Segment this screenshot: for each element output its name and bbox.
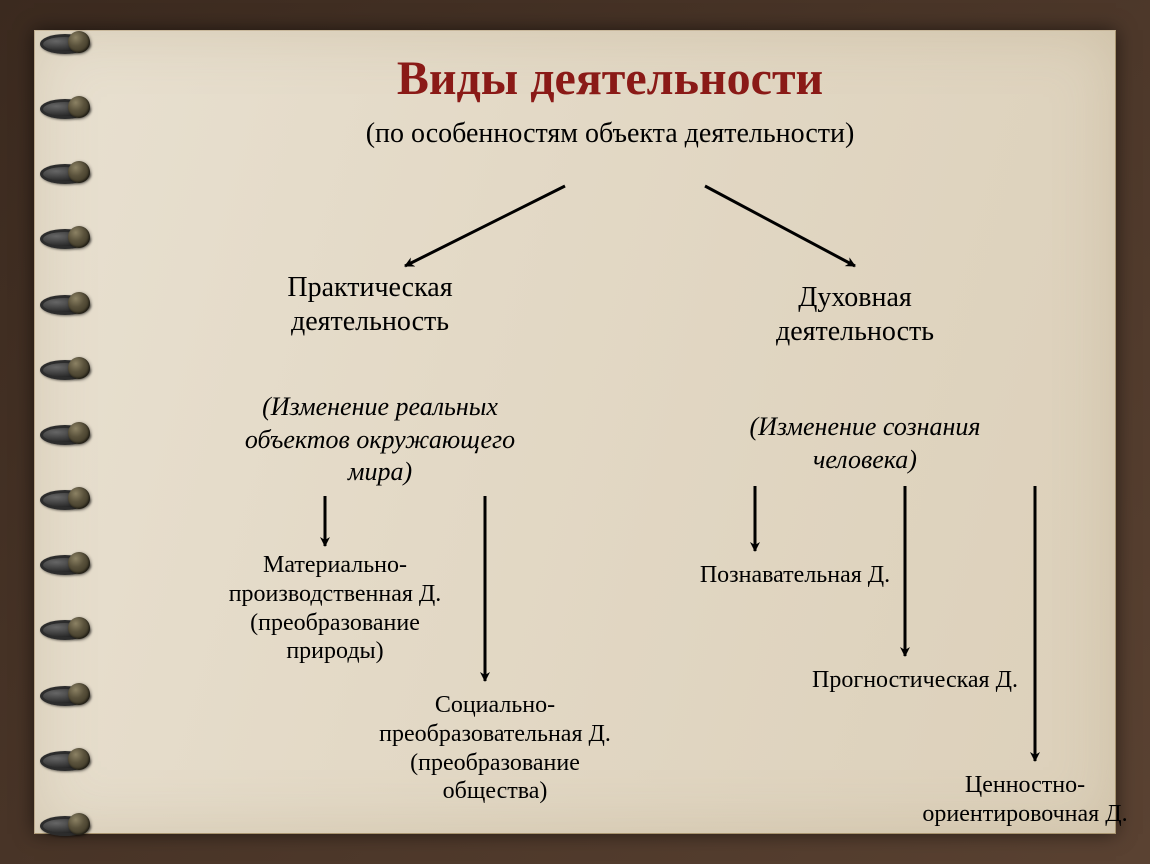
left-branch-desc-line3: мира) bbox=[348, 457, 412, 486]
diagram-subtitle: (по особенностям объекта деятельности) bbox=[135, 118, 1085, 150]
binding-ring bbox=[40, 551, 96, 573]
binding-ring bbox=[40, 682, 96, 704]
leaf-material-line1: Материально- bbox=[263, 552, 407, 578]
leaf-social: Социально- преобразовательная Д. (преобр… bbox=[345, 691, 645, 806]
leaf-cognitive-text: Познавательная Д. bbox=[700, 562, 890, 588]
right-branch-desc: (Изменение сознания человека) bbox=[675, 411, 1055, 476]
right-branch-heading-line2: деятельность bbox=[776, 316, 934, 347]
right-branch-heading-line1: Духовная bbox=[798, 282, 912, 313]
binding-ring bbox=[40, 356, 96, 378]
binding-ring bbox=[40, 291, 96, 313]
left-branch-heading: Практическая деятельность bbox=[195, 271, 545, 338]
binding-ring bbox=[40, 812, 96, 834]
leaf-material-line3: (преобразование bbox=[250, 610, 420, 636]
leaf-social-line2: преобразовательная Д. bbox=[379, 721, 611, 747]
paper-background: Виды деятельности (по особенностям объек… bbox=[34, 30, 1116, 834]
leaf-value: Ценностно- ориентировочная Д. bbox=[875, 771, 1150, 829]
binding-ring bbox=[40, 616, 96, 638]
arrow-subtitle-to-right-branch bbox=[705, 186, 855, 266]
binding-ring bbox=[40, 486, 96, 508]
leaf-social-line4: общества) bbox=[443, 778, 548, 804]
leaf-prognostic-text: Прогностическая Д. bbox=[812, 667, 1018, 693]
leaf-social-line1: Социально- bbox=[435, 692, 555, 718]
spiral-binding bbox=[40, 30, 100, 834]
right-branch-desc-line1: (Изменение сознания bbox=[749, 412, 980, 441]
diagram-content: Виды деятельности (по особенностям объек… bbox=[135, 41, 1085, 823]
left-branch-heading-line1: Практическая bbox=[287, 272, 452, 303]
left-branch-desc-line1: (Изменение реальных bbox=[262, 392, 498, 421]
left-branch-heading-line2: деятельность bbox=[291, 306, 449, 337]
leaf-material-line2: производственная Д. bbox=[229, 581, 442, 607]
binding-ring bbox=[40, 160, 96, 182]
right-branch-heading: Духовная деятельность bbox=[695, 281, 1015, 348]
slide-frame: Виды деятельности (по особенностям объек… bbox=[0, 0, 1150, 864]
leaf-value-line2: ориентировочная Д. bbox=[922, 801, 1127, 827]
leaf-social-line3: (преобразование bbox=[410, 750, 580, 776]
left-branch-desc-line2: объектов окружающего bbox=[245, 425, 515, 454]
binding-ring bbox=[40, 747, 96, 769]
leaf-material-line4: природы) bbox=[286, 638, 383, 664]
leaf-cognitive: Познавательная Д. bbox=[665, 561, 925, 590]
left-branch-desc: (Изменение реальных объектов окружающего… bbox=[195, 391, 565, 489]
leaf-prognostic: Прогностическая Д. bbox=[775, 666, 1055, 695]
binding-ring bbox=[40, 30, 96, 52]
binding-ring bbox=[40, 95, 96, 117]
arrow-subtitle-to-left-branch bbox=[405, 186, 565, 266]
leaf-material: Материально- производственная Д. (преобр… bbox=[195, 551, 475, 666]
right-branch-desc-line2: человека) bbox=[813, 445, 917, 474]
diagram-title: Виды деятельности bbox=[135, 51, 1085, 106]
binding-ring bbox=[40, 225, 96, 247]
leaf-value-line1: Ценностно- bbox=[965, 772, 1085, 798]
binding-ring bbox=[40, 421, 96, 443]
